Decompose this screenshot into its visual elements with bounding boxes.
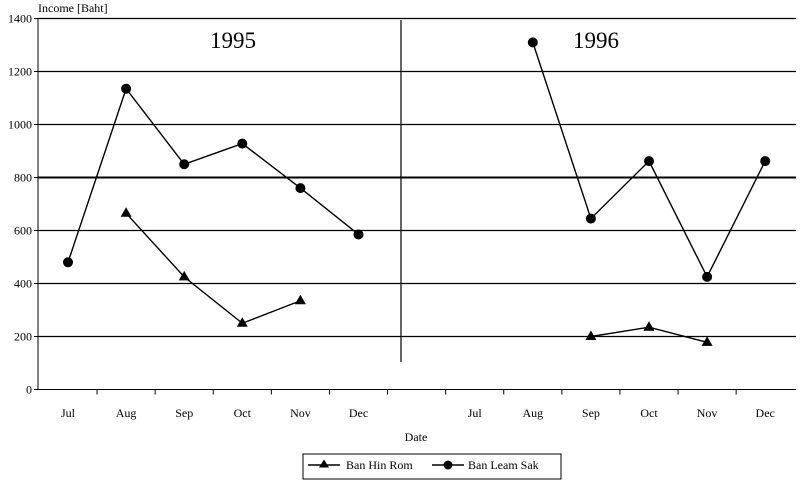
series-ban-leam-sak [63,37,771,282]
y-tick-label-1000: 1000 [8,118,32,132]
x-tick-label-dec: Dec [349,406,368,420]
data-point-ban-hin-rom [236,317,248,327]
data-series [63,37,771,346]
legend-item-ban-leam-sak: Ban Leam Sak [432,458,539,472]
y-tick-label-0: 0 [26,383,32,397]
x-tick-label-sep: Sep [582,406,600,420]
legend-label-ban-leam-sak: Ban Leam Sak [468,458,539,472]
x-tick-label-dec: Dec [756,406,775,420]
x-tick-label-sep: Sep [175,406,193,420]
x-tick-label-oct: Oct [234,406,252,420]
x-tick-label-nov: Nov [290,406,311,420]
data-point-ban-leam-sak [295,183,306,194]
data-point-ban-hin-rom [585,330,597,340]
legend-box [302,453,562,480]
legend-item-ban-hin-rom: Ban Hin Rom [308,458,413,472]
legend-label-ban-hin-rom: Ban Hin Rom [346,458,413,472]
x-tick-label-jul: Jul [61,406,76,420]
data-point-ban-hin-rom [701,336,713,346]
panel-title-1996: 1996 [573,28,619,53]
y-tick-label-800: 800 [14,171,32,185]
legend-circle-icon [443,460,453,470]
panel-title-1995: 1995 [210,28,256,53]
legend-triangle-icon [319,459,329,468]
y-tick-label-1400: 1400 [8,12,32,26]
y-tick-label-1200: 1200 [8,65,32,79]
x-axis-ticks: Jul Aug Sep Oct Nov Dec Jul Aug Sep Oct Nov Dec [61,389,775,420]
data-point-ban-leam-sak [353,229,364,240]
data-point-ban-hin-rom [643,321,655,331]
grid-lines [38,17,796,338]
x-tick-label-jul: Jul [468,406,483,420]
data-point-ban-leam-sak [237,138,248,149]
data-point-ban-leam-sak [527,37,538,48]
data-point-ban-leam-sak [121,83,132,94]
data-point-ban-leam-sak [179,159,190,170]
data-point-ban-hin-rom [294,294,306,305]
y-tick-label-600: 600 [14,224,32,238]
data-point-ban-leam-sak [585,213,596,224]
legend: Ban Hin Rom Ban Leam Sak [302,453,562,480]
y-tick-label-400: 400 [14,277,32,291]
data-point-ban-leam-sak [63,257,73,268]
data-point-ban-leam-sak [702,271,713,282]
y-axis-ticks: 0 200 400 600 800 1000 1200 1400 [8,12,38,397]
x-axis-label: Date [405,430,428,444]
x-tick-label-aug: Aug [522,406,543,420]
series-line-ban-hin-rom [125,212,301,325]
x-tick-label-nov: Nov [697,406,718,420]
y-axis-label: Income [Baht] [38,1,108,15]
axes [37,18,796,390]
data-point-ban-hin-rom [120,207,132,217]
series-line-ban-leam-sak [67,87,359,263]
x-tick-label-aug: Aug [116,406,137,420]
data-point-ban-leam-sak [760,156,771,167]
data-point-ban-hin-rom [178,270,190,281]
data-point-ban-leam-sak [644,156,654,167]
series-ban-hin-rom [120,207,713,346]
y-tick-label-200: 200 [14,330,32,344]
x-tick-label-oct: Oct [640,406,658,420]
